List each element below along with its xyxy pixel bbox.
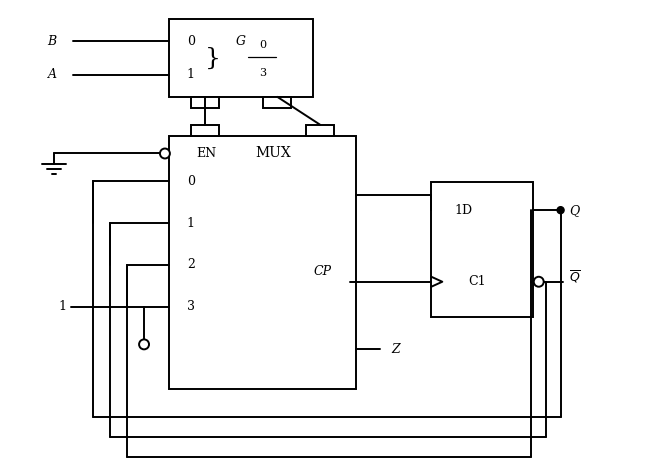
Text: G: G bbox=[235, 35, 246, 48]
Text: 1: 1 bbox=[187, 69, 195, 81]
Text: 1: 1 bbox=[187, 217, 195, 229]
Circle shape bbox=[557, 207, 564, 214]
Text: CP: CP bbox=[314, 265, 332, 278]
Text: Q: Q bbox=[570, 204, 580, 217]
Circle shape bbox=[534, 277, 544, 287]
Text: 3: 3 bbox=[187, 300, 195, 313]
Text: 1: 1 bbox=[59, 300, 66, 313]
Text: 0: 0 bbox=[187, 175, 195, 188]
Bar bbox=[191, 97, 219, 108]
Text: $\overline{Q}$: $\overline{Q}$ bbox=[569, 268, 580, 285]
Bar bbox=[191, 125, 219, 136]
Circle shape bbox=[139, 339, 149, 349]
Bar bbox=[432, 182, 533, 317]
Bar bbox=[306, 125, 334, 136]
Bar bbox=[169, 136, 356, 389]
Text: }: } bbox=[204, 47, 221, 69]
Text: B: B bbox=[48, 35, 57, 48]
Text: 0: 0 bbox=[259, 40, 266, 50]
Bar bbox=[169, 20, 313, 97]
Text: 1D: 1D bbox=[454, 204, 472, 217]
Text: C1: C1 bbox=[468, 275, 486, 288]
Text: Z: Z bbox=[392, 343, 400, 356]
Text: EN: EN bbox=[197, 147, 217, 160]
Text: 3: 3 bbox=[259, 68, 266, 78]
Bar bbox=[263, 97, 291, 108]
Circle shape bbox=[160, 149, 170, 159]
Text: 2: 2 bbox=[187, 258, 195, 271]
Text: A: A bbox=[48, 69, 57, 81]
Text: MUX: MUX bbox=[255, 147, 291, 160]
Text: 0: 0 bbox=[187, 35, 195, 48]
